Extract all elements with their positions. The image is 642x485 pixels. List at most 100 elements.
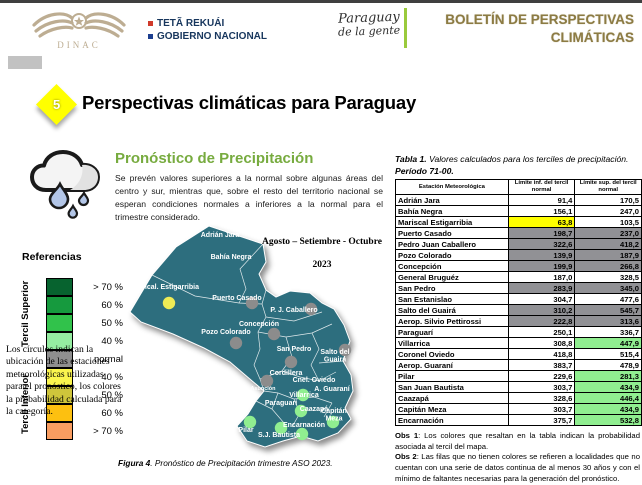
station-label: S.J. Bautista [258,432,300,439]
legend-label: 40 % [101,371,123,383]
station-label: Villarrica [289,392,319,399]
inf-limit-cell: 328,6 [507,392,576,404]
paraguay-country-shape [129,225,354,448]
legend-swatch [46,421,73,440]
legend-swatch [46,385,73,404]
station-label: Bahía Negra [211,254,252,261]
sup-limit-cell: 477,6 [574,293,642,305]
station-label: Encarnación [283,422,325,429]
sup-limit-cell: 247,0 [574,205,642,217]
legend-swatch [46,277,73,296]
legend-swatch [46,403,73,422]
table-title-bold: Tabla 1. [395,154,427,164]
table-row: Mariscal Estigarribia 63,8 103,5 [395,216,642,228]
station-circle [295,427,309,441]
station-name-cell: Salto del Guairá [395,304,509,316]
inf-limit-cell: 322,6 [507,238,576,250]
inf-limit-cell: 250,1 [507,326,576,338]
inf-limit-cell: 91,4 [507,194,576,206]
bulletin-line2: CLIMÁTICAS [550,30,634,46]
station-label: P. J. Caballero [270,307,317,314]
table-row: San Juan Bautista 303,7 434,9 [395,381,642,393]
paraguay-map: Adrián Jara Bahía Negra Mcal. Estigarribia… [129,225,354,448]
station-circles-layer [162,296,352,441]
legend-item: 60 % [46,295,123,314]
obs1: Obs 1: Los colores que resaltan en la ta… [395,431,640,452]
sup-limit-cell: 418,2 [574,238,642,250]
sup-limit-cell: 345,0 [574,282,642,294]
station-name-cell: Adrián Jara [395,194,509,206]
station-name-cell: Puerto Casado [395,227,509,239]
legend-label: normal [93,353,123,365]
sup-limit-cell: 478,9 [574,359,642,371]
table-title-line2: Período 71-00. [395,165,454,176]
station-circle [162,296,176,310]
inf-limit-cell: 308,8 [507,337,576,349]
sup-limit-cell: 328,5 [574,271,642,283]
station-label: Adrián Jara [201,232,240,239]
station-label: Asunción [250,386,276,392]
top-bar [0,0,642,3]
station-circle [338,343,352,357]
sup-limit-cell: 545,7 [574,304,642,316]
table-row: Villarrica 308,8 447,9 [395,337,642,349]
station-name-cell: Coronel Oviedo [395,348,509,360]
legend-swatch [46,367,73,386]
station-circle [326,415,340,429]
legend-title: Referencias [22,251,82,263]
emblem-circle-icon [71,13,87,29]
sup-limit-cell: 447,9 [574,337,642,349]
table-row: Capitán Meza 303,7 434,9 [395,403,642,415]
bulletin-line1: BOLETÍN DE PERSPECTIVAS [445,12,634,27]
station-circle [267,327,281,341]
table-row: Puerto Casado 198,7 237,0 [395,227,642,239]
station-circle [304,302,318,316]
table-row: Aerop. Silvio Pettirossi 222,8 313,6 [395,315,642,327]
station-circle [274,421,288,435]
inf-limit-cell: 187,0 [507,271,576,283]
forecast-heading: Pronóstico de Precipitación [115,150,314,167]
station-label: A. Guaraní [314,386,350,393]
period-months: Agosto – Setiembre - Octubre [262,237,382,247]
blue-square-icon [148,34,153,39]
star-icon [74,16,84,26]
table-row: Caazapá 328,6 446,4 [395,392,642,404]
legend-item: normal [46,349,123,368]
figure-caption-rest: . Pronóstico de Precipitación trimestre … [150,458,333,468]
inf-limit-cell: 283,9 [507,282,576,294]
terciles-table: Estación Meteorológica Límite inf. del t… [395,179,642,426]
station-name-cell: San Juan Bautista [395,381,509,393]
station-label: San Pedro [277,346,312,353]
station-name-cell: General Bruguéz [395,271,509,283]
legend-swatch [46,331,73,350]
legend-upper-tercile-label: Tercil Superior [20,280,31,348]
observations: Obs 1: Los colores que resaltan en la ta… [395,431,640,484]
figure-caption: Figura 4. Pronóstico de Precipitación tr… [118,458,333,468]
station-name-cell: San Estanislao [395,293,509,305]
station-name-cell: Caazapá [395,392,509,404]
sup-limit-cell: 281,3 [574,370,642,382]
section-number: 5 [52,96,61,112]
table-row: San Estanislao 304,7 477,6 [395,293,642,305]
station-name-cell: Aerop. Guaraní [395,359,509,371]
legend-label: 40 % [101,335,123,347]
station-label: Capitán Meza [321,408,347,423]
inf-limit-cell: 156,1 [507,205,576,217]
col-header-inf: Límite inf. del tercil normal [507,179,576,195]
legend-label: > 70 % [93,281,123,293]
table-row: Paraguarí 250,1 336,7 [395,326,642,338]
legend-item: > 70 % [46,277,123,296]
legend-item: 40 % [46,331,123,350]
dinac-logo: DINAC [32,12,126,50]
station-name-cell: Villarrica [395,337,509,349]
legend-item: 60 % [46,403,123,422]
gov-line1: TETÃ REKUÁI [157,18,225,29]
gov-line2: GOBIERNO NACIONAL [157,31,267,42]
inf-limit-cell: 63,8 [507,216,576,228]
legend-swatch [46,295,73,314]
station-name-cell: Encarnación [395,414,509,426]
station-label: Puerto Casado [212,295,261,302]
table-row: Coronel Oviedo 418,8 515,4 [395,348,642,360]
station-label: Cordillera [270,370,303,377]
